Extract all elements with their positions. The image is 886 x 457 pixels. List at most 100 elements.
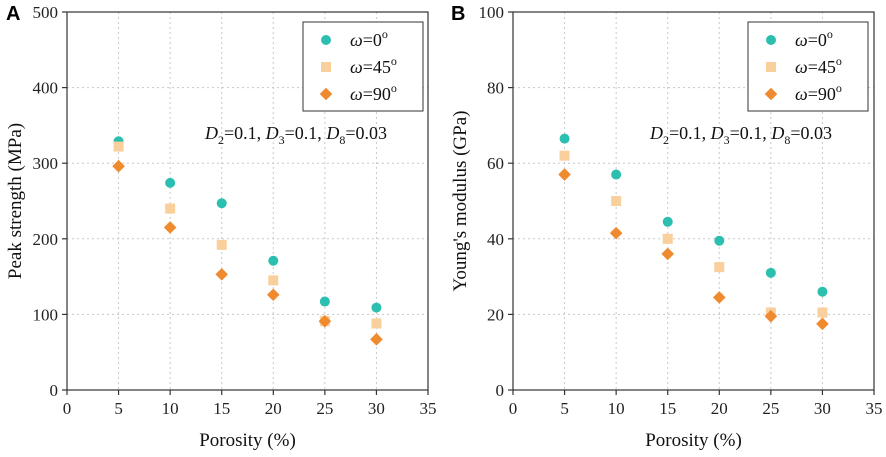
legend-label: ω=0o	[795, 27, 833, 50]
y-tick-label: 0	[50, 381, 59, 400]
x-tick-label: 15	[213, 399, 230, 418]
legend-symbol: ω	[795, 84, 808, 104]
data-point-diamond	[764, 309, 778, 323]
legend-superscript: o	[836, 54, 842, 68]
series-square	[113, 141, 382, 329]
data-point-diamond	[609, 226, 623, 240]
legend-label: ω=0o	[350, 27, 388, 50]
x-tick-label: 20	[711, 399, 728, 418]
data-point-square	[662, 233, 673, 244]
series-circle	[559, 133, 828, 297]
x-tick-label: 35	[866, 399, 883, 418]
x-axis-title: Porosity (%)	[199, 430, 296, 451]
annotation-symbol: D	[710, 123, 724, 143]
plot-frame	[512, 11, 875, 391]
data-point-diamond	[661, 247, 675, 261]
data-point-circle	[765, 267, 776, 278]
data-point-diamond	[558, 168, 571, 181]
x-tick-label: 15	[659, 399, 676, 418]
data-point-square	[611, 196, 622, 206]
annotation-symbol: D	[770, 123, 784, 143]
annotation-subscript: 8	[339, 133, 345, 147]
series-diamond	[558, 168, 829, 331]
annotation-subscript: 8	[784, 133, 790, 147]
data-point-circle	[662, 216, 673, 227]
y-tick-label: 500	[33, 3, 59, 22]
legend-symbol: ω	[795, 57, 808, 77]
data-point-diamond	[318, 314, 332, 328]
y-tick-label: 0	[496, 381, 505, 400]
panel-letter: B	[451, 3, 465, 25]
data-point-diamond	[163, 221, 177, 234]
x-axis-title: Porosity (%)	[645, 430, 742, 451]
legend-angle: =45	[808, 57, 836, 77]
data-point-circle	[319, 296, 330, 307]
x-tick-label: 20	[265, 399, 282, 418]
x-tick-label: 0	[63, 399, 72, 418]
legend-marker-circle	[321, 35, 331, 45]
legend-label: ω=45o	[350, 54, 397, 77]
x-tick-label: 10	[608, 399, 625, 418]
legend-marker-diamond	[764, 87, 778, 101]
data-point-circle	[216, 198, 227, 209]
data-point-circle	[611, 169, 622, 180]
legend-symbol: ω	[350, 30, 363, 50]
panel-b: B 0 5 10 15 20 25 30 35 0 20 40 60 80 100 Porosity (%) Y…	[450, 3, 883, 451]
data-point-square	[559, 150, 570, 161]
annotation-symbol: D	[265, 123, 279, 143]
legend-label: ω=90o	[795, 81, 842, 104]
data-point-square	[817, 307, 828, 318]
y-tick-label: 100	[479, 3, 505, 22]
annotation: D2=0.1, D3=0.1, D8=0.03	[204, 123, 387, 147]
x-tick-label: 35	[420, 399, 437, 418]
annotation-text: =0.1,	[285, 123, 327, 143]
legend-label: ω=45o	[795, 54, 842, 77]
y-tick-label: 20	[487, 305, 504, 324]
annotation: D2=0.1, D3=0.1, D8=0.03	[649, 123, 832, 147]
data-point-diamond	[712, 291, 726, 304]
legend-angle: =0	[363, 30, 382, 50]
x-tick-label: 10	[162, 399, 179, 418]
legend-marker-square	[766, 62, 776, 72]
data-point-diamond	[215, 268, 229, 281]
data-point-circle	[268, 255, 279, 266]
x-tick-label: 5	[114, 399, 123, 418]
data-point-diamond	[816, 317, 829, 331]
data-point-square	[113, 141, 124, 152]
y-tick-label: 40	[487, 230, 504, 249]
y-tick-label: 80	[487, 79, 504, 98]
annotation-text: =0.03	[345, 123, 387, 143]
legend-marker-square	[321, 62, 331, 72]
annotation-text: =0.1,	[669, 123, 711, 143]
data-point-circle	[371, 302, 382, 313]
legend-superscript: o	[836, 81, 842, 95]
annotation-subscript: 3	[279, 133, 285, 147]
annotation-subscript: 2	[663, 133, 669, 147]
legend-marker-circle	[766, 35, 776, 45]
data-point-diamond	[370, 333, 383, 346]
legend-superscript: o	[827, 27, 833, 41]
data-point-square	[165, 203, 176, 214]
legend-angle: =90	[808, 84, 836, 104]
y-tick-label: 200	[33, 230, 59, 249]
annotation-symbol: D	[325, 123, 339, 143]
legend-symbol: ω	[350, 57, 363, 77]
y-tick-label: 400	[33, 79, 59, 98]
legend-superscript: o	[391, 54, 397, 68]
y-axis-title: Peak strength (MPa)	[5, 123, 26, 279]
data-point-circle	[559, 133, 570, 144]
legend-superscript: o	[391, 81, 397, 95]
data-point-square	[371, 318, 382, 329]
legend-superscript: o	[382, 27, 388, 41]
data-point-circle	[165, 177, 176, 188]
legend-symbol: ω	[350, 84, 363, 104]
legend-angle: =0	[808, 30, 827, 50]
x-tick-label: 25	[762, 399, 779, 418]
x-tick-label: 5	[560, 399, 569, 418]
legend-marker-diamond	[319, 87, 333, 101]
annotation-subscript: 3	[724, 133, 730, 147]
x-tick-label: 25	[316, 399, 333, 418]
data-point-circle	[817, 286, 828, 297]
